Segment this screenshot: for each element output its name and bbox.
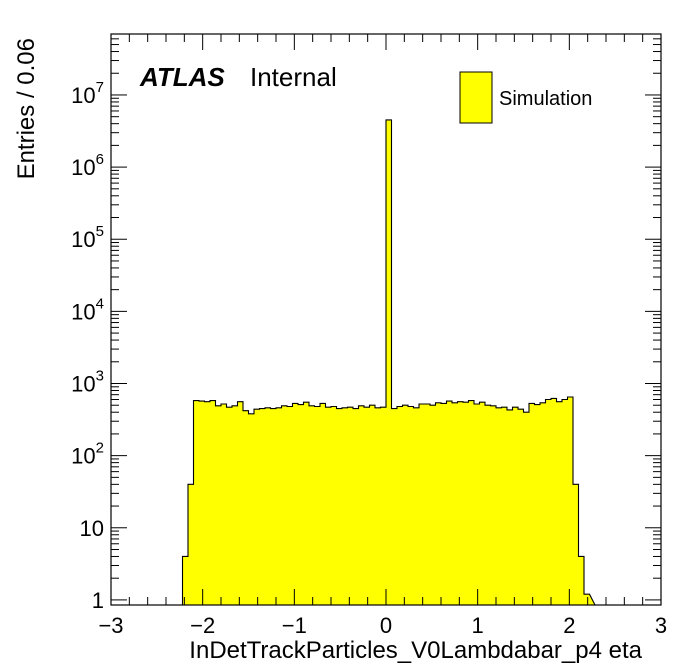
y-axis-title: Entries / 0.06	[13, 38, 40, 179]
y-tick-exponent: 5	[96, 223, 104, 240]
x-tick-label: −3	[98, 613, 123, 638]
axis-ticks	[110, 33, 662, 605]
y-tick-exponent: 7	[96, 79, 104, 96]
x-axis-title: InDetTrackParticles_V0Lambdabar_p4 eta	[189, 637, 642, 664]
x-tick-label: 1	[472, 613, 484, 638]
histogram-bars	[181, 119, 596, 606]
x-tick-label: 2	[563, 613, 575, 638]
histogram-fill	[182, 119, 595, 605]
y-tick-label: 10	[80, 516, 104, 541]
y-tick-exponent: 4	[96, 295, 104, 312]
legend: Simulation	[459, 71, 592, 124]
atlas-label: ATLAS	[139, 62, 225, 92]
y-tick-exponent: 3	[96, 368, 104, 385]
y-tick-label: 107	[71, 79, 104, 108]
y-tick-exponent: 6	[96, 151, 104, 168]
x-tick-label: −2	[190, 613, 215, 638]
y-tick-exponent: 2	[96, 440, 104, 457]
x-tick-label: −1	[282, 613, 307, 638]
histogram-outline	[181, 119, 596, 606]
x-tick-label: 3	[655, 613, 667, 638]
internal-label: Internal	[250, 62, 337, 92]
legend-swatch-simulation	[459, 71, 493, 124]
x-tick-label: 0	[380, 613, 392, 638]
legend-label-simulation: Simulation	[499, 88, 592, 110]
y-tick-label: 1	[92, 588, 104, 613]
